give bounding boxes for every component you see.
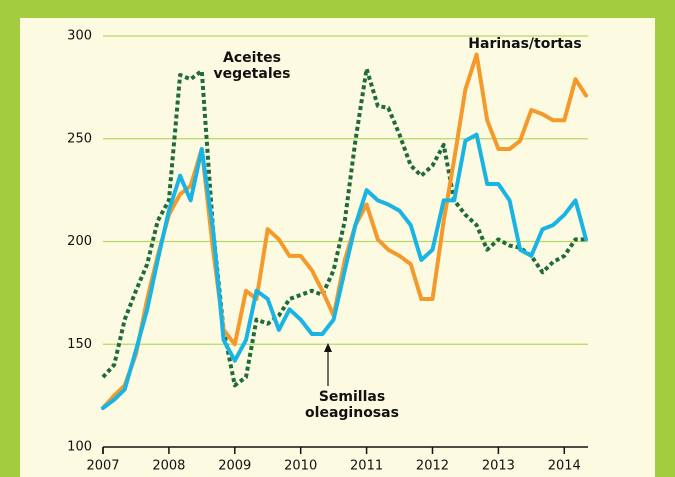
annotation: Semillas [319, 389, 385, 405]
annotation: vegetales [214, 66, 291, 82]
y-tick-label: 200 [67, 234, 92, 249]
x-tick-label: 2013 [482, 459, 515, 474]
x-tick-label: 2014 [548, 459, 581, 474]
annotation: Aceites [223, 50, 281, 66]
x-tick-label: 2007 [86, 459, 119, 474]
x-tick-label: 2008 [152, 459, 185, 474]
y-tick-label: 250 [67, 131, 92, 146]
y-tick-label: 100 [67, 440, 92, 455]
x-tick-label: 2009 [218, 459, 251, 474]
series-line [101, 132, 588, 410]
annotation-arrowhead [324, 343, 332, 352]
y-tick-label: 150 [67, 337, 92, 352]
series-line [101, 66, 586, 388]
x-tick-label: 2011 [350, 459, 383, 474]
x-tick-label: 2012 [416, 459, 449, 474]
annotation: Harinas/tortas [468, 36, 581, 52]
annotation: oleaginosas [305, 405, 399, 421]
series-line [101, 52, 588, 410]
x-tick-label: 2010 [284, 459, 317, 474]
y-tick-label: 300 [67, 29, 92, 44]
